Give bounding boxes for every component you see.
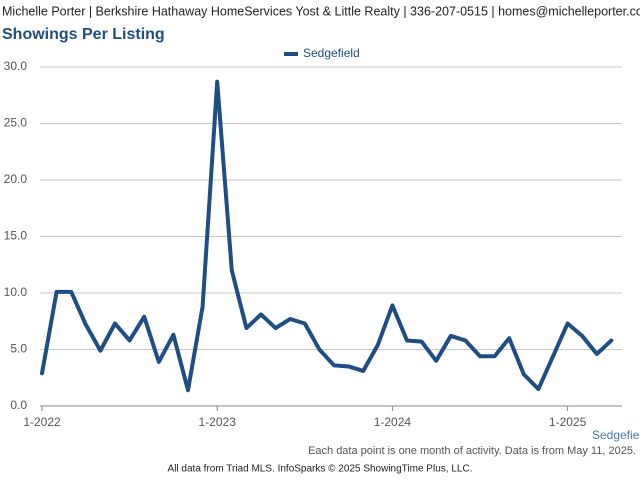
- y-tick-label: 10.0: [4, 285, 28, 299]
- series-label: Sedgefield: [592, 428, 640, 442]
- x-tick-label: 1-2024: [374, 415, 412, 429]
- source: All data from Triad MLS. InfoSparks © 20…: [168, 464, 473, 475]
- y-tick-label: 15.0: [4, 229, 28, 243]
- x-tick-label: 1-2022: [23, 415, 61, 429]
- note: Each data point is one month of activity…: [308, 445, 636, 457]
- y-tick-label: 25.0: [4, 116, 28, 130]
- x-tick-label: 1-2025: [549, 415, 587, 429]
- header: Michelle Porter | Berkshire Hathaway Hom…: [2, 4, 640, 18]
- y-tick-label: 20.0: [4, 172, 28, 186]
- chart-title: Showings Per Listing: [2, 26, 165, 43]
- y-tick-label: 5.0: [10, 342, 27, 356]
- y-tick-label: 0.0: [10, 398, 27, 412]
- y-tick-label: 30.0: [4, 59, 28, 73]
- line-series: [40, 79, 614, 393]
- x-tick-label: 1-2023: [199, 415, 237, 429]
- legend-label: Sedgefield: [303, 46, 360, 60]
